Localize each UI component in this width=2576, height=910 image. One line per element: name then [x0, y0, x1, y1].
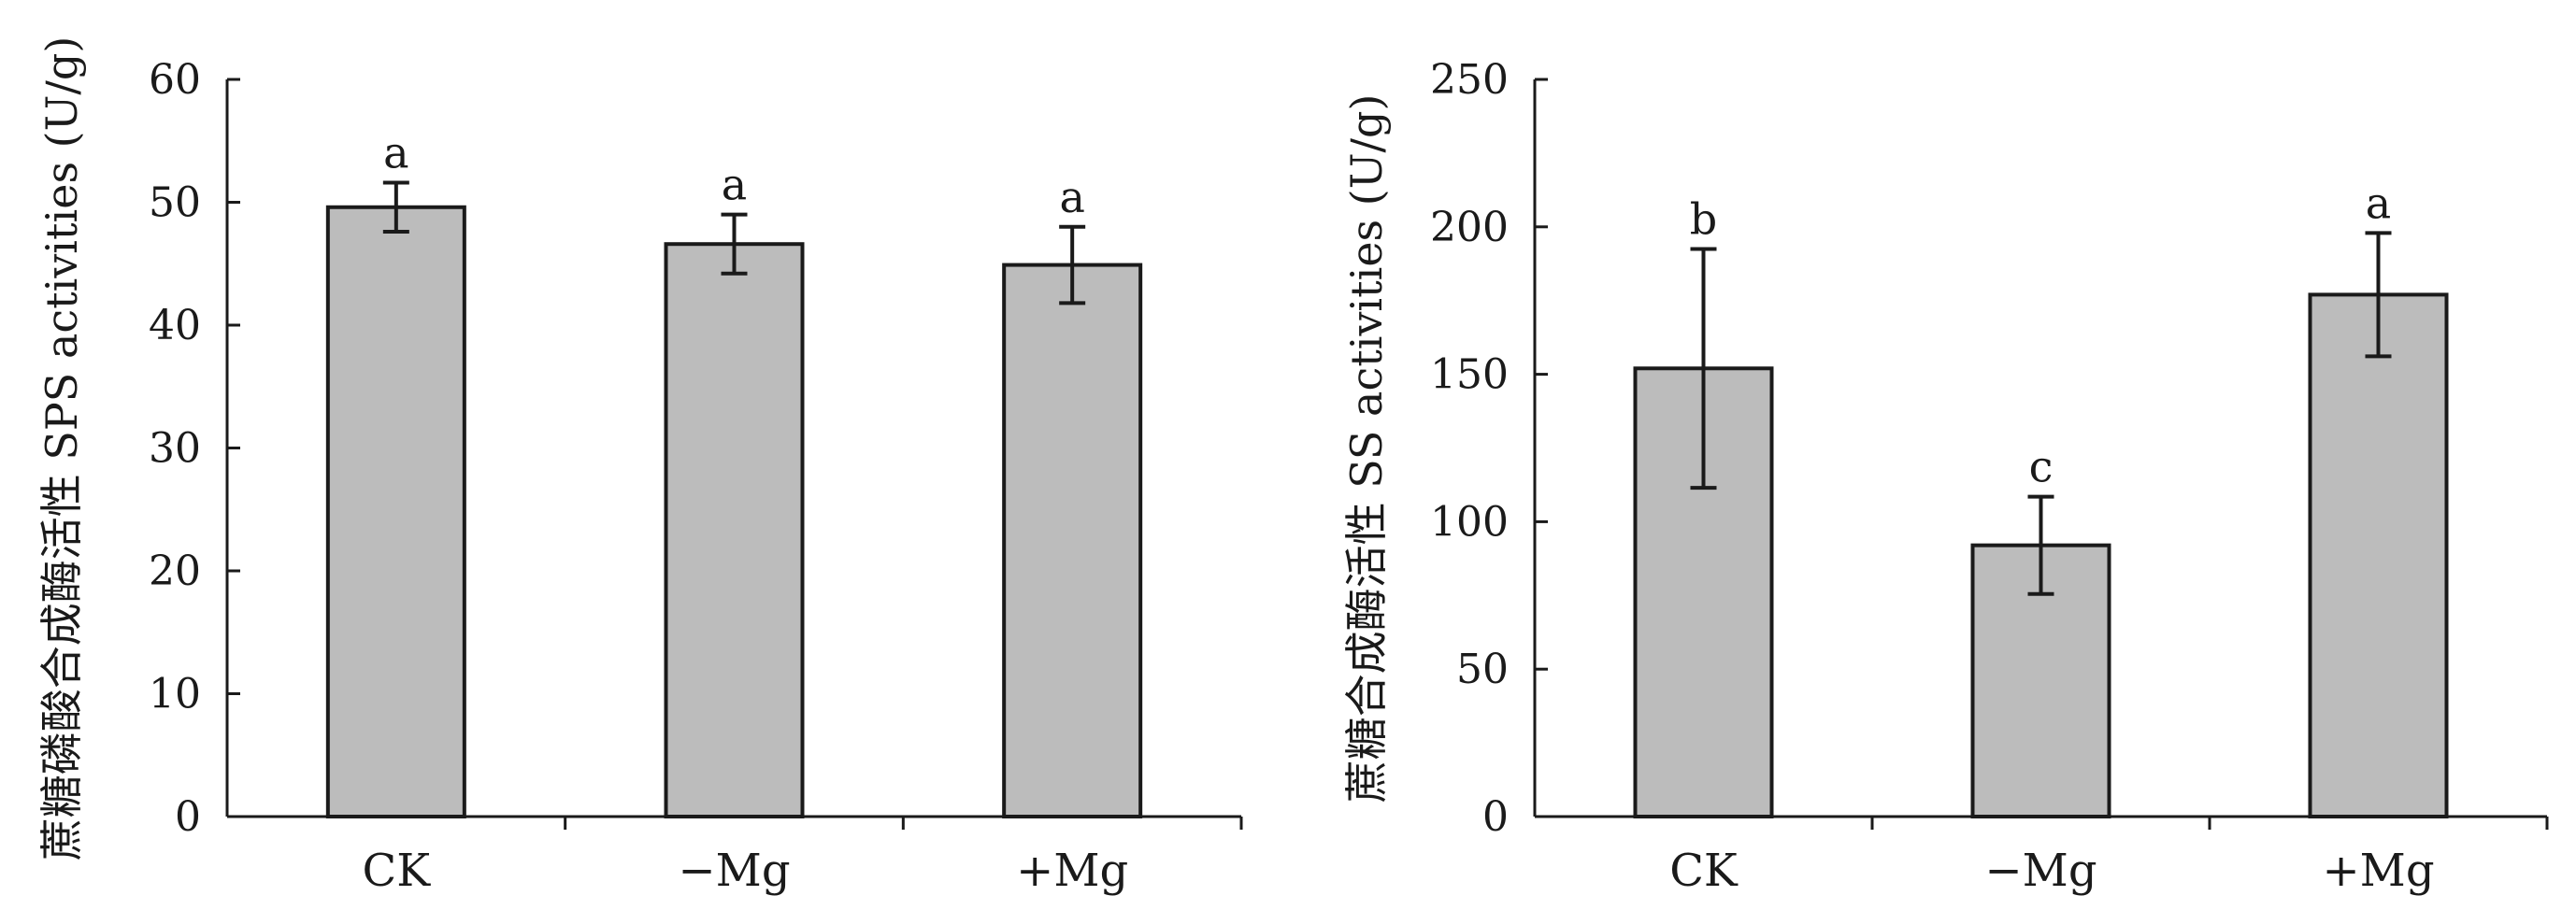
y-tick-label: 30: [149, 425, 201, 473]
chart-1: 0 10 20 30 40 50 60 a CK a −Mg a +Mg 蔗糖磷酸合成酶活性 SPS ac…: [36, 36, 1243, 897]
y-tick-label: 150: [1430, 351, 1509, 399]
y-axis-label: 蔗糖磷酸合成酶活性 SPS activities (U/g): [36, 36, 87, 861]
y-tick-label: 100: [1430, 498, 1509, 546]
y-tick-label: 250: [1430, 56, 1509, 104]
significance-label: a: [1059, 172, 1084, 222]
x-tick-label: +Mg: [2322, 845, 2434, 897]
bar: [664, 242, 805, 818]
x-tick-label: CK: [363, 845, 432, 897]
x-tick-label: CK: [1669, 845, 1739, 897]
bar: [325, 205, 466, 818]
x-tick-label: −Mg: [678, 845, 790, 897]
y-tick-label: 0: [1482, 793, 1509, 841]
y-tick-label: 20: [149, 547, 201, 595]
y-axis-label: 蔗糖合成酶活性 SS activities (U/g): [1341, 94, 1392, 803]
y-tick-label: 40: [149, 302, 201, 349]
significance-label: a: [2366, 178, 2391, 228]
y-tick-label: 0: [175, 793, 201, 841]
significance-label: c: [2029, 442, 2054, 492]
y-tick-label: 50: [149, 179, 201, 227]
y-tick-label: 200: [1430, 204, 1509, 251]
y-tick-label: 60: [149, 56, 201, 104]
significance-label: b: [1690, 193, 1717, 244]
y-tick-label: 10: [149, 671, 201, 718]
x-tick-label: +Mg: [1016, 845, 1128, 897]
significance-label: a: [722, 160, 747, 210]
x-tick-label: −Mg: [1984, 845, 2097, 897]
y-tick-label: 50: [1456, 646, 1509, 693]
bar: [1002, 263, 1143, 818]
chart-2: 0 50 100 150 200 250 b CK c −Mg a +Mg 蔗糖合成酶活性 SS act…: [1341, 56, 2549, 897]
bar: [2308, 292, 2449, 818]
significance-label: a: [383, 127, 408, 178]
